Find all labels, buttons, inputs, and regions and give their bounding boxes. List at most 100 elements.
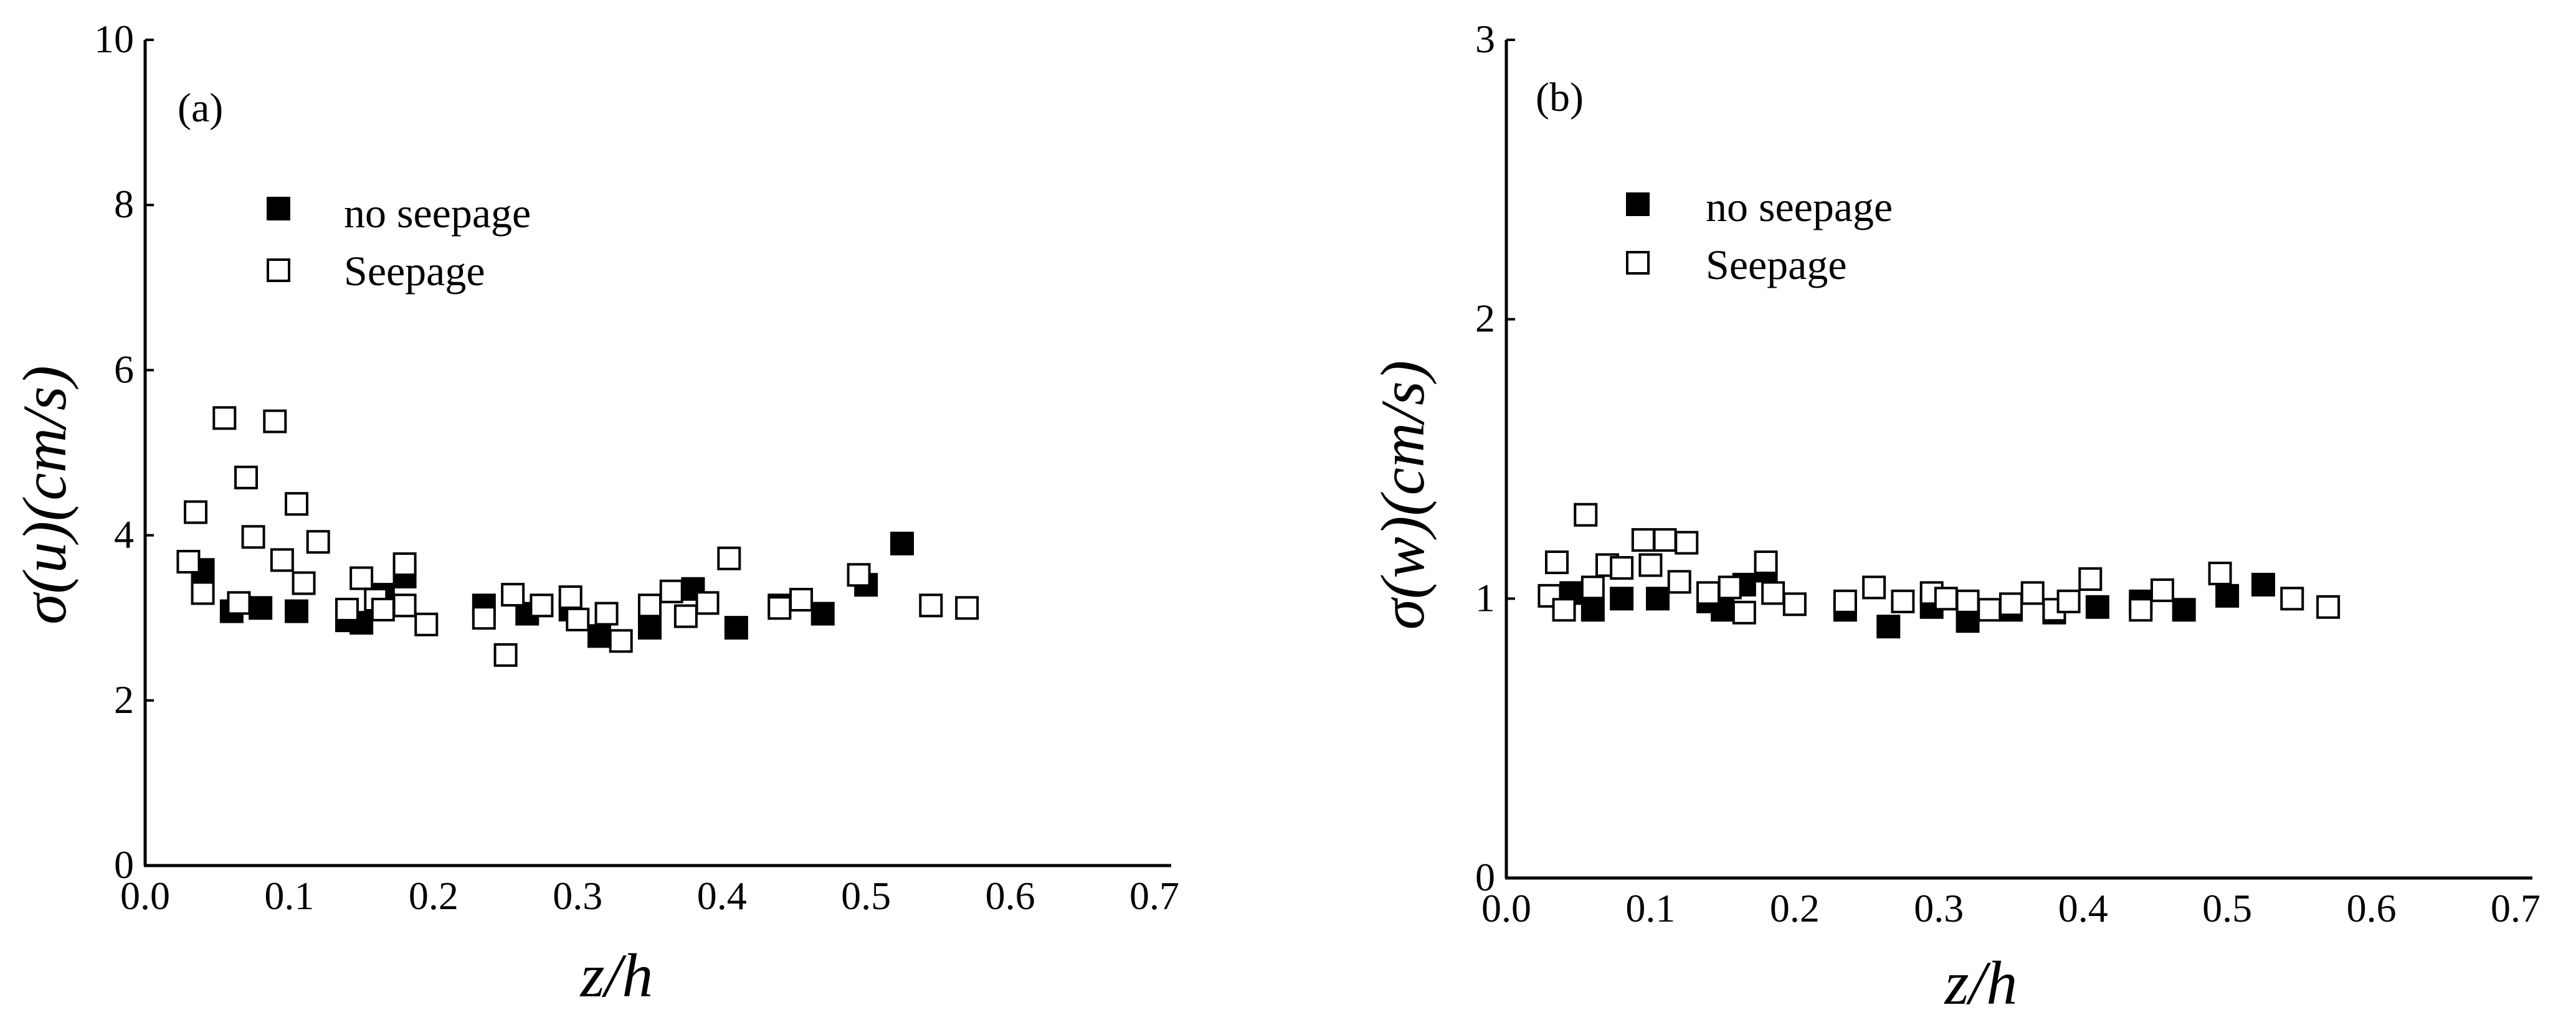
point-seepage-b	[1891, 589, 1915, 613]
point-seepage-b	[1638, 553, 1663, 577]
point-seepage-a	[241, 525, 265, 549]
point-seepage-a	[184, 500, 207, 524]
y-tick-label-a: 8	[114, 182, 134, 226]
point-seepage-a	[270, 548, 294, 572]
y-tick-label-a: 4	[114, 512, 134, 557]
legend-label-seepage-a: Seepage	[344, 247, 485, 295]
point-seepage-b	[1934, 587, 1958, 611]
point-no-seepage-a	[587, 624, 611, 648]
point-seepage-a	[609, 629, 633, 653]
y-tick-label-b: 2	[1475, 296, 1495, 341]
point-seepage-b	[1956, 589, 1980, 613]
y-ticks-a: 0 2 4 6 8 10	[94, 17, 154, 887]
point-seepage-b	[1552, 598, 1576, 622]
x-tick-label-a: 0.4	[697, 874, 747, 918]
point-no-seepage-b	[2172, 598, 2196, 622]
point-seepage-a	[768, 596, 792, 620]
point-no-seepage-a	[249, 596, 273, 620]
x-tick-label-b: 0.4	[2058, 886, 2108, 930]
point-seepage-b	[1545, 550, 1569, 575]
x-tick-label-a: 0.7	[1129, 874, 1179, 918]
point-no-seepage-a	[285, 599, 308, 623]
point-seepage-a	[566, 607, 590, 631]
point-seepage-b	[2316, 595, 2341, 619]
y-tick-label-b: 1	[1475, 575, 1495, 620]
point-seepage-b	[1675, 531, 1699, 555]
x-tick-label-b: 0.1	[1625, 886, 1675, 930]
legend-marker-filled-b	[1626, 192, 1650, 216]
x-tick-label-a: 0.0	[120, 874, 170, 918]
point-seepage-a	[717, 546, 741, 570]
legend-label-no-seepage-a: no seepage	[344, 189, 531, 237]
point-seepage-b	[2020, 581, 2045, 605]
point-seepage-a	[392, 593, 417, 618]
point-seepage-a	[176, 550, 201, 574]
point-seepage-a	[501, 583, 525, 607]
point-seepage-b	[1761, 581, 1785, 605]
point-seepage-b	[1754, 550, 1778, 575]
point-seepage-a	[919, 593, 943, 618]
x-tick-label-b: 0.7	[2491, 886, 2540, 930]
point-seepage-b	[1718, 575, 1742, 600]
point-seepage-a	[638, 593, 662, 618]
point-seepage-a	[306, 530, 330, 554]
chart-panel-b: 0 1 2 3 0.0 0.1 0.2 0.3 0.4 0.5 0.6 0.7 (b) no see…	[1368, 17, 2540, 1015]
point-no-seepage-b	[1580, 598, 1605, 622]
point-seepage-a	[594, 602, 619, 626]
point-seepage-a	[212, 406, 237, 430]
point-seepage-a	[673, 604, 698, 628]
legend-marker-filled-a	[267, 197, 290, 220]
point-no-seepage-a	[724, 616, 748, 640]
x-tick-label-a: 0.1	[264, 874, 314, 918]
point-no-seepage-b	[1610, 587, 1634, 611]
panel-label-a: (a)	[178, 85, 223, 131]
point-seepage-b	[1574, 503, 1598, 527]
point-no-seepage-b	[1956, 609, 1980, 633]
point-seepage-b	[2208, 561, 2232, 585]
x-tick-label-b: 0.2	[1770, 886, 1820, 930]
point-seepage-a	[371, 597, 395, 621]
point-seepage-b	[1833, 589, 1857, 613]
x-tick-label-a: 0.3	[553, 874, 602, 918]
legend-label-no-seepage-b: no seepage	[1706, 183, 1893, 230]
chart-panel-a: 0 2 4 6 8 10 0.0 0.1 0.2 0.3 0.4 0.5 0.6 0.7 (a) no …	[10, 17, 1179, 1010]
point-seepage-a	[659, 579, 683, 603]
point-seepage-a	[349, 566, 374, 590]
point-seepage-a	[191, 581, 215, 605]
y-tick-label-a: 0	[114, 843, 134, 887]
point-seepage-a	[472, 606, 496, 630]
x-tick-label-b: 0.6	[2347, 886, 2397, 930]
x-tick-label-a: 0.2	[409, 874, 459, 918]
point-seepage-a	[335, 597, 359, 621]
point-seepage-b	[1631, 528, 1655, 552]
x-tick-label-b: 0.0	[1481, 886, 1531, 930]
point-seepage-a	[285, 492, 308, 516]
point-seepage-a	[263, 409, 287, 433]
x-tick-label-a: 0.5	[841, 874, 891, 918]
panel-label-b: (b)	[1536, 75, 1584, 120]
y-tick-label-b: 0	[1475, 855, 1495, 899]
point-seepage-b	[1732, 600, 1756, 625]
x-tick-label-b: 0.3	[1914, 886, 1964, 930]
data-points-b	[1538, 503, 2341, 639]
point-seepage-b	[1580, 575, 1605, 600]
point-no-seepage-b	[2251, 572, 2275, 597]
point-seepage-b	[2151, 578, 2174, 602]
x-axis-label-a: z/h	[579, 941, 654, 1010]
point-no-seepage-a	[890, 531, 914, 555]
legend-b: no seepage Seepage	[1626, 183, 1893, 288]
point-seepage-a	[292, 571, 316, 595]
point-seepage-a	[530, 593, 554, 618]
point-seepage-a	[493, 643, 518, 667]
point-seepage-b	[2056, 589, 2081, 613]
point-seepage-b	[1696, 581, 1720, 605]
point-no-seepage-b	[1876, 615, 1901, 639]
y-tick-label-a: 10	[94, 17, 134, 61]
point-seepage-a	[227, 591, 251, 615]
point-no-seepage-a	[810, 602, 835, 626]
x-axis-label-b: z/h	[1944, 948, 2018, 1015]
point-seepage-b	[1862, 575, 1886, 600]
point-seepage-b	[1977, 598, 2002, 622]
x-ticks-a: 0.0 0.1 0.2 0.3 0.4 0.5 0.6 0.7	[120, 874, 1179, 918]
